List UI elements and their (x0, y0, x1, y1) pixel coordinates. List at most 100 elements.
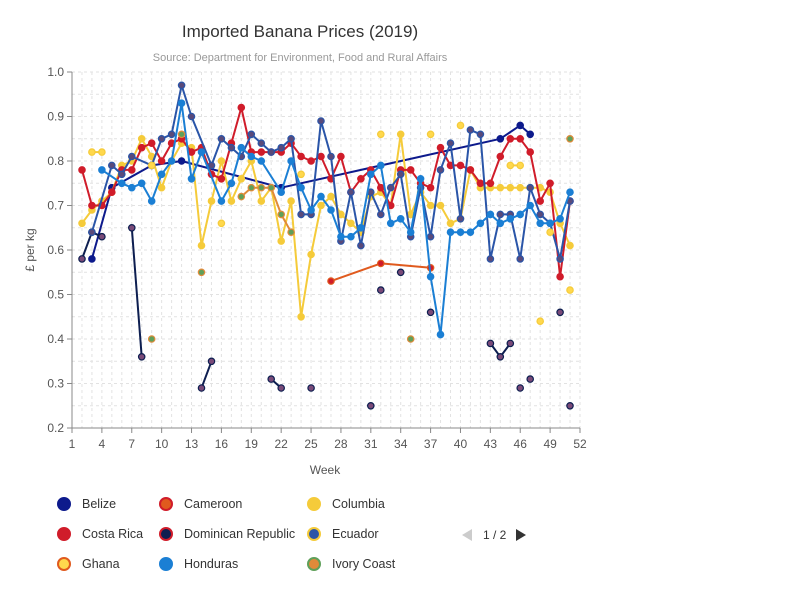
data-point-ghana (98, 148, 106, 156)
data-point-columbia (137, 135, 146, 143)
data-point-dominican-republic (376, 286, 385, 294)
y-tick-label: 0.9 (47, 110, 64, 124)
legend-item-ivory-coast[interactable]: Ivory Coast (307, 554, 395, 574)
legend-marker (159, 527, 173, 541)
data-point-ecuador (267, 148, 276, 156)
data-point-columbia (496, 183, 505, 192)
series-layer (78, 81, 574, 410)
legend-label: Honduras (184, 557, 239, 571)
series-line-dominican-republic (200, 360, 213, 389)
data-point-ecuador (207, 161, 216, 170)
data-point-ghana (566, 286, 574, 294)
data-point-honduras (536, 219, 545, 228)
data-point-honduras (466, 228, 475, 237)
x-tick-label: 46 (514, 437, 528, 451)
data-point-ecuador (327, 152, 335, 161)
data-point-costa-rica (88, 201, 96, 210)
data-point-ghana (217, 219, 226, 228)
chart-legend: Belize Cameroon Columbia Costa Rica Domi… (55, 492, 455, 592)
data-point-costa-rica (237, 103, 246, 112)
data-point-belize (516, 121, 525, 130)
data-point-ivory-coast (237, 192, 246, 201)
data-point-ivory-coast (406, 335, 415, 343)
data-point-columbia (347, 219, 355, 228)
data-point-honduras (118, 179, 126, 188)
x-tick-label: 1 (69, 437, 76, 451)
data-point-ivory-coast (566, 135, 574, 143)
x-tick-label: 22 (274, 437, 288, 451)
series-ghana (88, 121, 574, 326)
next-page-arrow-icon[interactable] (516, 529, 527, 541)
data-point-honduras (516, 210, 525, 219)
data-point-ivory-coast (257, 183, 266, 192)
data-point-ecuador (217, 135, 226, 143)
data-point-ecuador (187, 112, 196, 121)
data-point-columbia (327, 192, 335, 201)
data-point-honduras (556, 215, 564, 223)
x-tick-label: 7 (128, 437, 135, 451)
data-point-honduras (496, 219, 505, 228)
data-point-honduras (287, 157, 295, 165)
data-point-ecuador (277, 143, 286, 152)
x-tick-label: 43 (484, 437, 498, 451)
data-point-columbia (436, 201, 445, 210)
data-point-ecuador (536, 210, 545, 219)
data-point-ivory-coast (247, 183, 256, 192)
data-point-columbia (207, 197, 216, 205)
data-point-honduras (317, 192, 325, 201)
data-point-costa-rica (536, 197, 545, 205)
data-point-honduras (257, 157, 266, 165)
legend-item-cameroon[interactable]: Cameroon (159, 494, 242, 514)
data-point-honduras (347, 232, 355, 241)
data-point-ecuador (486, 255, 495, 263)
x-tick-label: 49 (543, 437, 557, 451)
data-point-costa-rica (147, 139, 156, 148)
data-point-columbia (277, 237, 286, 245)
data-point-ghana (88, 148, 96, 156)
grid (71, 71, 581, 429)
legend-marker (159, 497, 173, 511)
data-point-costa-rica (526, 148, 535, 156)
series-honduras (98, 99, 574, 339)
legend-marker (57, 527, 71, 541)
data-point-honduras (476, 219, 485, 228)
data-point-costa-rica (108, 188, 116, 197)
y-tick-label: 0.4 (47, 332, 64, 346)
legend-item-ghana[interactable]: Ghana (57, 554, 120, 574)
data-point-ivory-coast (177, 130, 186, 139)
legend-item-honduras[interactable]: Honduras (159, 554, 238, 574)
x-tick-label: 31 (364, 437, 378, 451)
data-point-columbia (426, 201, 435, 210)
data-point-dominican-republic (197, 384, 206, 392)
legend-item-belize[interactable]: Belize (57, 494, 116, 514)
data-point-costa-rica (466, 166, 475, 174)
data-point-ecuador (108, 161, 116, 170)
data-point-columbia (317, 201, 325, 210)
legend-marker (57, 557, 71, 571)
data-point-ecuador (347, 188, 355, 197)
data-point-columbia (78, 219, 86, 228)
data-point-costa-rica (357, 175, 365, 183)
data-point-columbia (516, 183, 525, 192)
data-point-dominican-republic (566, 401, 574, 410)
data-point-dominican-republic (307, 384, 315, 392)
series-line-ecuador (90, 84, 571, 260)
x-tick-label: 19 (245, 437, 259, 451)
data-point-ecuador (287, 135, 295, 143)
data-point-ecuador (317, 117, 325, 125)
y-axis-title: £ per kg (23, 228, 37, 271)
previous-page-arrow-icon[interactable] (462, 529, 472, 541)
data-point-honduras (566, 188, 574, 197)
legend-item-ecuador[interactable]: Ecuador (307, 524, 379, 544)
data-point-cameroon (376, 259, 385, 268)
legend-item-dominican-republic[interactable]: Dominican Republic (159, 524, 295, 544)
legend-item-columbia[interactable]: Columbia (307, 494, 385, 514)
series-ecuador (88, 81, 574, 263)
data-point-honduras (396, 215, 405, 223)
data-point-costa-rica (128, 166, 136, 174)
legend-label: Dominican Republic (184, 527, 296, 541)
data-point-costa-rica (317, 152, 325, 161)
data-point-honduras (546, 219, 554, 228)
legend-item-costa-rica[interactable]: Costa Rica (57, 524, 143, 544)
